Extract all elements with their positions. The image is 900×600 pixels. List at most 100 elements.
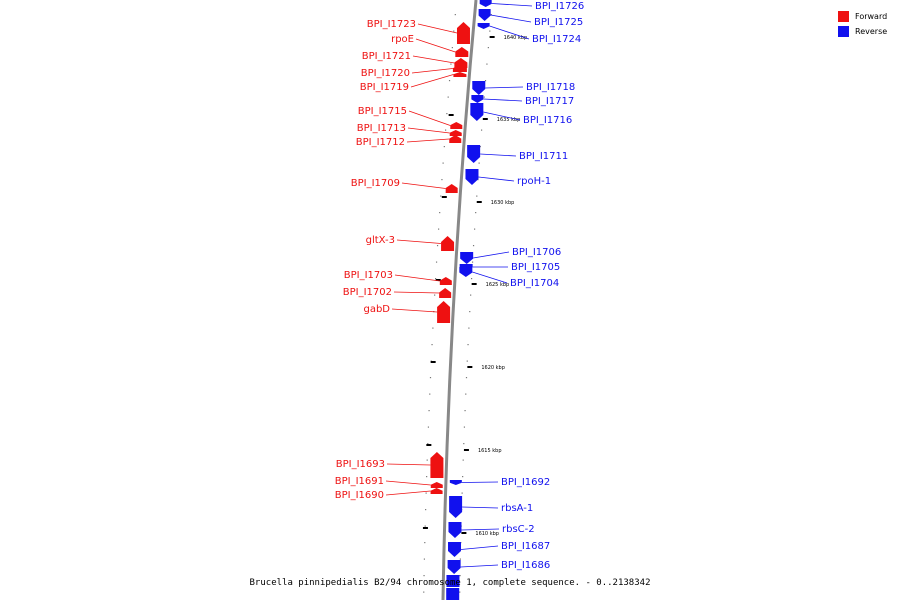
major-tick-mark (489, 36, 495, 38)
gene-leader-line (385, 480, 431, 486)
gene-arrow (447, 560, 461, 574)
gene-label: BPI_I1702 (343, 287, 392, 298)
gene-leader-line (461, 528, 500, 531)
minor-tick-dot (464, 410, 466, 412)
gene-leader-line (394, 274, 440, 282)
gene-leader-line (412, 55, 455, 64)
minor-tick-dot (429, 393, 431, 395)
gene-leader-line (478, 176, 515, 182)
major-tick-mark (467, 366, 473, 368)
minor-tick-dot (479, 146, 481, 148)
minor-tick-dot (428, 410, 430, 412)
legend-item-reverse: Reverse (838, 24, 887, 39)
minor-tick-dot (453, 30, 455, 32)
gene-leader-line (462, 506, 499, 509)
minor-tick-dot (469, 311, 471, 313)
gene-arrow (448, 542, 462, 557)
major-tick-mark (448, 114, 454, 116)
gene-label: BPI_I1717 (525, 96, 574, 107)
legend-swatch-forward (838, 11, 849, 22)
gene-arrow (479, 0, 492, 7)
tick-label: 1615 kbp (478, 448, 502, 454)
gene-label: BPI_I1692 (501, 477, 550, 488)
gene-label: BPI_I1686 (501, 560, 550, 571)
gene-leader-line (385, 490, 431, 496)
gene-arrow (449, 130, 462, 136)
minor-tick-dot (424, 542, 426, 544)
gene-label: rpoE (391, 34, 414, 45)
minor-tick-dot (435, 261, 438, 263)
gene-arrow (478, 9, 491, 21)
gene-label: BPI_I1723 (367, 19, 416, 30)
gene-leader-line (393, 291, 440, 294)
gene-arrow (453, 72, 467, 77)
gene-arrow (449, 496, 463, 518)
minor-tick-dot (438, 228, 440, 230)
gene-arrow (441, 236, 455, 251)
minor-tick-dot (429, 377, 432, 379)
minor-tick-dot (423, 575, 425, 577)
gene-arrow (456, 22, 470, 44)
gene-leader-line (410, 74, 454, 88)
minor-tick-dot (459, 575, 461, 577)
minor-tick-dot (465, 377, 468, 379)
gene-arrow (430, 488, 443, 494)
gene-leader-line (483, 98, 523, 102)
chromosome-backbone (441, 0, 478, 600)
minor-tick-dot (478, 162, 480, 164)
map-caption: Brucella pinnipedialis B2/94 chromosome … (249, 578, 651, 588)
gene-arrow (430, 452, 444, 478)
gene-arrow (430, 482, 443, 488)
legend-swatch-reverse (838, 26, 849, 37)
gene-label: BPI_I1726 (535, 1, 584, 12)
genes: BPI_I1723 rpoE BPI_I1721 BPI_I1720 BPI_I1719… (335, 0, 584, 600)
gene-arrow (454, 58, 468, 68)
gene-leader-line (386, 463, 431, 466)
major-tick-mark (441, 196, 447, 198)
minor-tick-dot (466, 360, 468, 362)
minor-tick-dot (471, 261, 474, 263)
gene-label: BPI_I1711 (519, 151, 568, 162)
major-tick-mark (430, 361, 436, 363)
gene-leader-line (483, 111, 521, 121)
minor-tick-dot (427, 443, 429, 445)
gene-leader-line (406, 138, 450, 143)
gene-leader-line (401, 182, 446, 189)
tick-label: 1640 kbp (504, 35, 528, 41)
legend-item-forward: Forward (838, 9, 887, 24)
gene-label: BPI_I1721 (362, 51, 411, 62)
tick-label: 1610 kbp (475, 531, 499, 537)
minor-tick-dot (432, 327, 434, 329)
gene-arrow (472, 81, 486, 95)
gene-label: BPI_I1703 (344, 270, 393, 281)
gene-leader-line (490, 14, 532, 23)
minor-tick-dot (462, 476, 464, 478)
minor-tick-dot (451, 47, 453, 49)
gene-arrow (455, 47, 469, 57)
gene-label: BPI_I1690 (335, 490, 384, 501)
gene-leader-line (472, 271, 508, 284)
gene-label: BPI_I1704 (510, 278, 559, 289)
minor-tick-dot (427, 426, 430, 428)
minor-tick-dot (443, 146, 445, 148)
gene-leader-line (461, 481, 499, 483)
gene-label: rpoH-1 (517, 176, 551, 187)
minor-tick-dot (425, 509, 427, 511)
gene-arrow (460, 252, 474, 264)
minor-tick-dot (441, 179, 443, 181)
gene-label: BPI_I1718 (526, 82, 575, 93)
gene-leader-line (473, 251, 510, 259)
gene-arrow (477, 23, 490, 29)
minor-tick-dot (448, 80, 451, 82)
gene-arrow (439, 288, 452, 298)
gene-arrow (445, 184, 458, 193)
minor-tick-dot (470, 278, 473, 280)
gene-label: BPI_I1715 (358, 106, 407, 117)
minor-tick-dot (444, 129, 447, 131)
minor-tick-dot (450, 63, 452, 65)
minor-tick-dot (459, 558, 462, 560)
tick-label: 1620 kbp (481, 365, 505, 371)
minor-tick-dot (484, 80, 487, 82)
major-tick-mark (476, 201, 482, 203)
